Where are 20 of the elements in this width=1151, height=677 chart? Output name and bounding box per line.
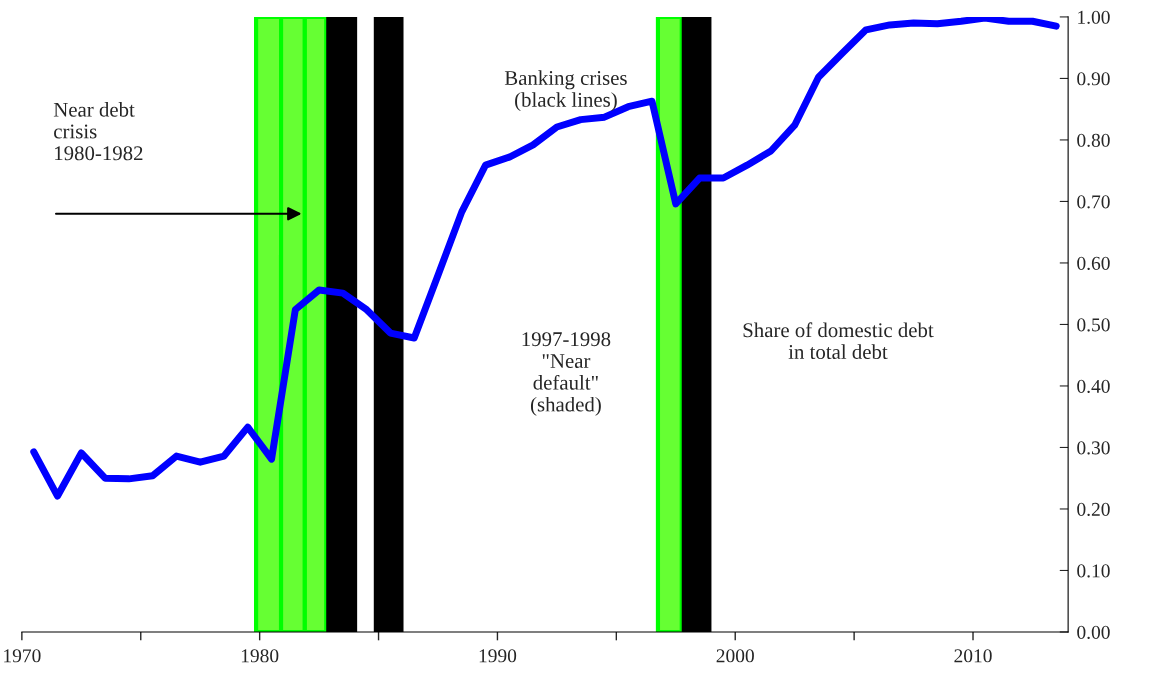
annotation: Banking crises (black lines) — [504, 70, 627, 112]
annotation: Near debt crisis 1980-1982 — [53, 102, 143, 161]
y-tick-label: 1.00 — [1078, 10, 1110, 24]
y-tick-label: 0.00 — [1077, 625, 1110, 639]
annotation: Share of domestic debt in total debt — [743, 322, 934, 360]
y-tick-label: 0.20 — [1077, 502, 1110, 516]
x-tick-label: 2010 — [954, 649, 992, 663]
y-tick-label: 0.30 — [1077, 441, 1110, 455]
y-tick-label: 0.40 — [1077, 379, 1110, 393]
annotation: 1997-1998 "Near default" (shaded) — [522, 332, 611, 416]
x-tick-label: 2000 — [716, 649, 754, 663]
x-tick-label: 1990 — [479, 649, 517, 663]
y-tick-label: 0.50 — [1077, 318, 1110, 332]
y-tick-label: 0.90 — [1077, 72, 1110, 86]
x-tick-label: 1980 — [241, 649, 279, 663]
y-tick-label: 0.80 — [1077, 133, 1110, 147]
y-tick-label: 0.10 — [1077, 564, 1110, 578]
x-tick-label: 1970 — [4, 649, 41, 663]
y-tick-label: 0.60 — [1077, 256, 1110, 270]
y-tick-label: 0.70 — [1077, 195, 1110, 209]
